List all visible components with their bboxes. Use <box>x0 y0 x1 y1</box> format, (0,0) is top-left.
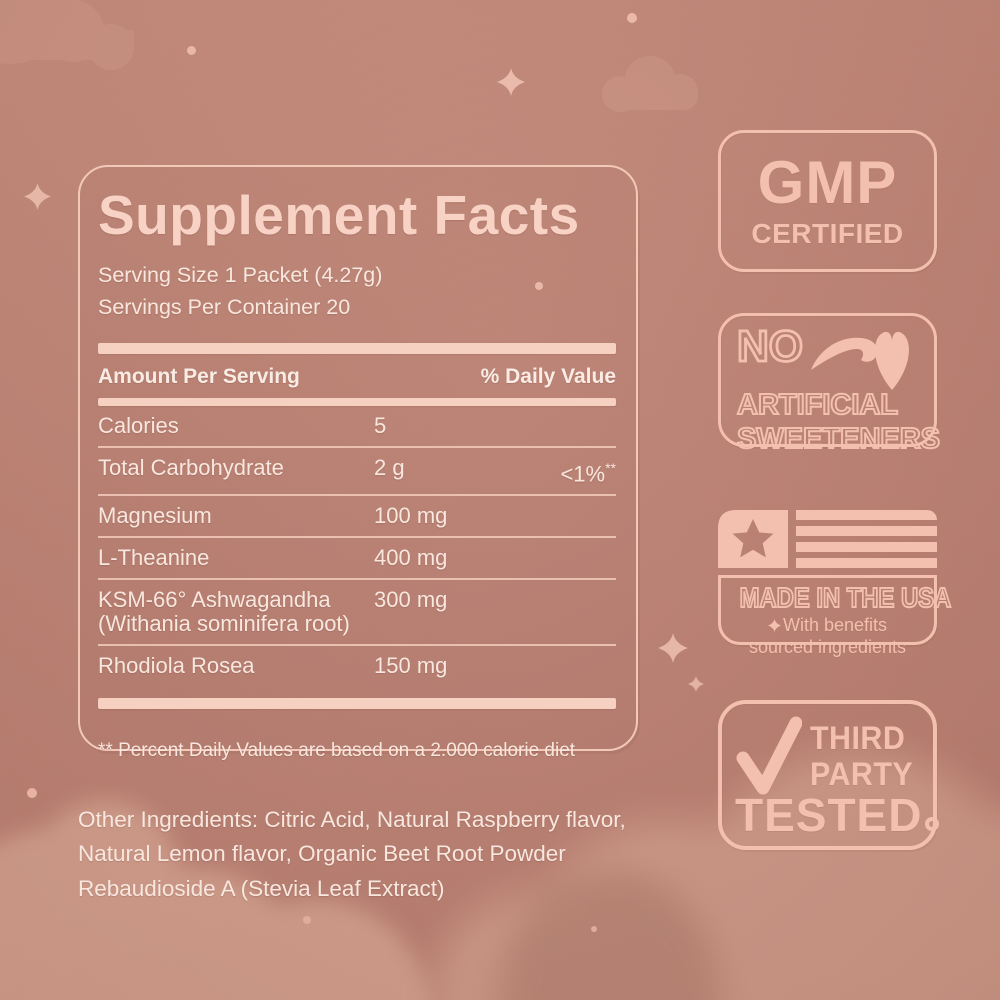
sparkle-icon <box>688 676 704 692</box>
nutrient-name: L-Theanine <box>98 545 210 571</box>
nutrient-name: Rhodiola Rosea <box>98 653 255 679</box>
benefits-line: With benefits <box>721 615 934 637</box>
nutrient-amount: 100 mg <box>374 503 448 529</box>
usa-text-box: MADE IN THE USA With benefits sourced in… <box>718 575 952 657</box>
sparkle-icon <box>497 68 525 96</box>
nutrient-amount: 150 mg <box>374 653 448 679</box>
nutrient-rows: Calories 5 Total Carbohydrate 2 g <1%** … <box>98 406 616 686</box>
other-ingredients: Other Ingredients: Citric Acid, Natural … <box>78 806 626 902</box>
made-in-usa-badge: MADE IN THE USA With benefits sourced in… <box>718 510 952 657</box>
sourced-line: sourced ingredients <box>748 637 907 658</box>
dot-icon <box>535 282 543 290</box>
serving-info: Serving Size 1 Packet (4.27g) Servings P… <box>98 259 616 324</box>
tested-label: TESTED <box>735 788 940 842</box>
nutrient-row: Total Carbohydrate 2 g <1%** <box>98 448 616 497</box>
sparkle-icon <box>24 183 51 210</box>
no-label: NO <box>736 322 805 371</box>
dot-icon <box>303 916 311 924</box>
daily-value-header: % Daily Value <box>480 365 616 389</box>
certified-label: CERTIFIED <box>751 217 904 249</box>
nutrient-row: Rhodiola Rosea 150 mg <box>98 646 616 686</box>
us-flag-icon <box>718 510 937 570</box>
gmp-certified-badge: GMP CERTIFIED <box>718 130 937 272</box>
nutrient-name: Total Carbohydrate <box>98 455 284 481</box>
star-icon <box>718 510 788 575</box>
supplement-facts-panel: Supplement Facts Serving Size 1 Packet (… <box>78 165 638 761</box>
third-party-labels: THIRD PARTY <box>810 720 914 793</box>
heart-leaf-icon <box>875 331 909 390</box>
daily-value-footnote: ** Percent Daily Values are based on a 2… <box>98 740 576 762</box>
checkmark-icon <box>736 714 803 803</box>
nutrient-amount: 5 <box>374 413 387 439</box>
nutrient-amount: 2 g <box>374 455 405 481</box>
made-in-usa-label: MADE IN THE USA <box>739 581 952 614</box>
table-top-bar <box>98 343 616 355</box>
dot-icon <box>591 926 597 932</box>
nutrient-daily-value: <1%** <box>560 460 616 487</box>
dot-icon <box>27 788 37 798</box>
serving-size: Serving Size 1 Packet (4.27g) <box>98 262 383 287</box>
nutrient-row: L-Theanine 400 mg <box>98 538 616 581</box>
panel-title: Supplement Facts <box>98 184 580 246</box>
nutrient-name: Magnesium <box>98 503 212 529</box>
nutrient-row: Magnesium 100 mg <box>98 496 616 539</box>
period-dot-icon <box>925 817 940 831</box>
sparkle-icon <box>658 633 688 663</box>
leaf-icon <box>809 326 913 397</box>
nutrient-name: Calories <box>98 413 179 439</box>
gmp-label: GMP <box>757 148 898 216</box>
dot-icon <box>627 13 637 23</box>
dot-icon <box>187 46 196 55</box>
amount-per-serving-header: Amount Per Serving <box>98 365 300 389</box>
no-artificial-sweeteners-badge: NO ARTIFICIAL SWEETENERS <box>718 313 941 456</box>
artificial-label: ARTIFICIAL <box>736 389 899 422</box>
flag-stripes <box>796 510 937 568</box>
table-bottom-bar <box>98 698 616 710</box>
sweeteners-label: SWEETENERS <box>736 423 941 456</box>
table-header-bar <box>98 398 616 407</box>
nutrient-row: Calories 5 <box>98 406 616 449</box>
third-party-tested-badge: THIRD PARTY TESTED <box>718 700 940 850</box>
servings-per-container: Servings Per Container 20 <box>98 294 351 319</box>
nutrient-amount: 300 mg <box>374 587 448 613</box>
nutrient-amount: 400 mg <box>374 545 448 571</box>
nutrient-name: KSM-66° Ashwagandha (Withania sominifera… <box>98 587 350 637</box>
nutrient-row: KSM-66° Ashwagandha (Withania sominifera… <box>98 580 616 647</box>
table-header: Amount Per Serving % Daily Value <box>98 354 616 398</box>
sparkle-icon <box>767 618 781 632</box>
